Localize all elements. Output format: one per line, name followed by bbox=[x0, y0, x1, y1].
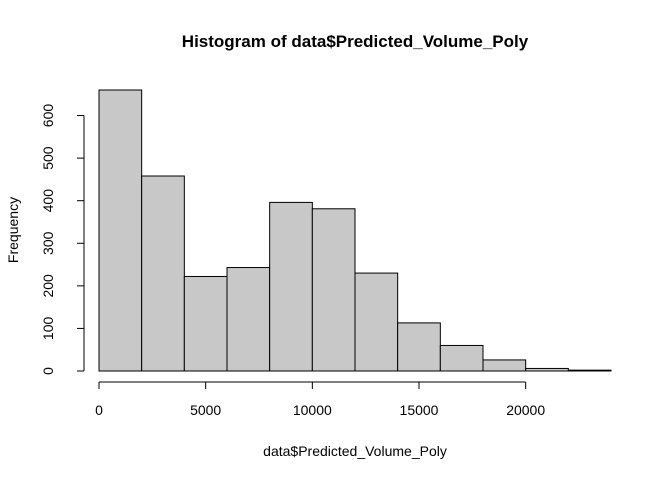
y-axis: 0 100 200 300 400 500 600 bbox=[40, 104, 85, 375]
histogram-bar-7 bbox=[397, 322, 441, 372]
x-axis-label: data$Predicted_Volume_Poly bbox=[263, 443, 447, 459]
bars-group bbox=[98, 89, 612, 372]
histogram-bar-1 bbox=[141, 175, 185, 372]
histogram-bar-4 bbox=[269, 201, 313, 372]
histogram-bar-10 bbox=[525, 367, 569, 372]
y-tick-label-3: 300 bbox=[40, 231, 56, 255]
y-axis-label: Frequency bbox=[5, 197, 21, 263]
y-tick-label-2: 200 bbox=[40, 274, 56, 298]
y-tick-label-5: 500 bbox=[40, 146, 56, 170]
histogram-bar-2 bbox=[183, 275, 228, 372]
x-tick-label-1: 5000 bbox=[190, 402, 221, 418]
x-tick-label-0: 0 bbox=[95, 402, 103, 418]
x-tick-label-2: 10000 bbox=[293, 402, 332, 418]
y-tick-label-6: 600 bbox=[40, 104, 56, 128]
histogram-bar-8 bbox=[439, 344, 484, 372]
y-tick-label-1: 100 bbox=[40, 317, 56, 341]
histogram-bar-11 bbox=[567, 369, 612, 372]
y-tick-label-4: 400 bbox=[40, 189, 56, 213]
x-axis: 0 5000 10000 15000 20000 bbox=[95, 381, 545, 418]
y-tick-label-0: 0 bbox=[40, 367, 56, 375]
x-tick-label-3: 15000 bbox=[400, 402, 439, 418]
histogram-bar-0 bbox=[98, 89, 143, 372]
x-tick-label-4: 20000 bbox=[506, 402, 545, 418]
histogram-bar-5 bbox=[311, 208, 356, 372]
chart-title: Histogram of data$Predicted_Volume_Poly bbox=[182, 32, 529, 51]
histogram-bar-9 bbox=[482, 359, 527, 372]
histogram-bar-6 bbox=[354, 272, 399, 372]
histogram-bar-3 bbox=[226, 267, 271, 372]
